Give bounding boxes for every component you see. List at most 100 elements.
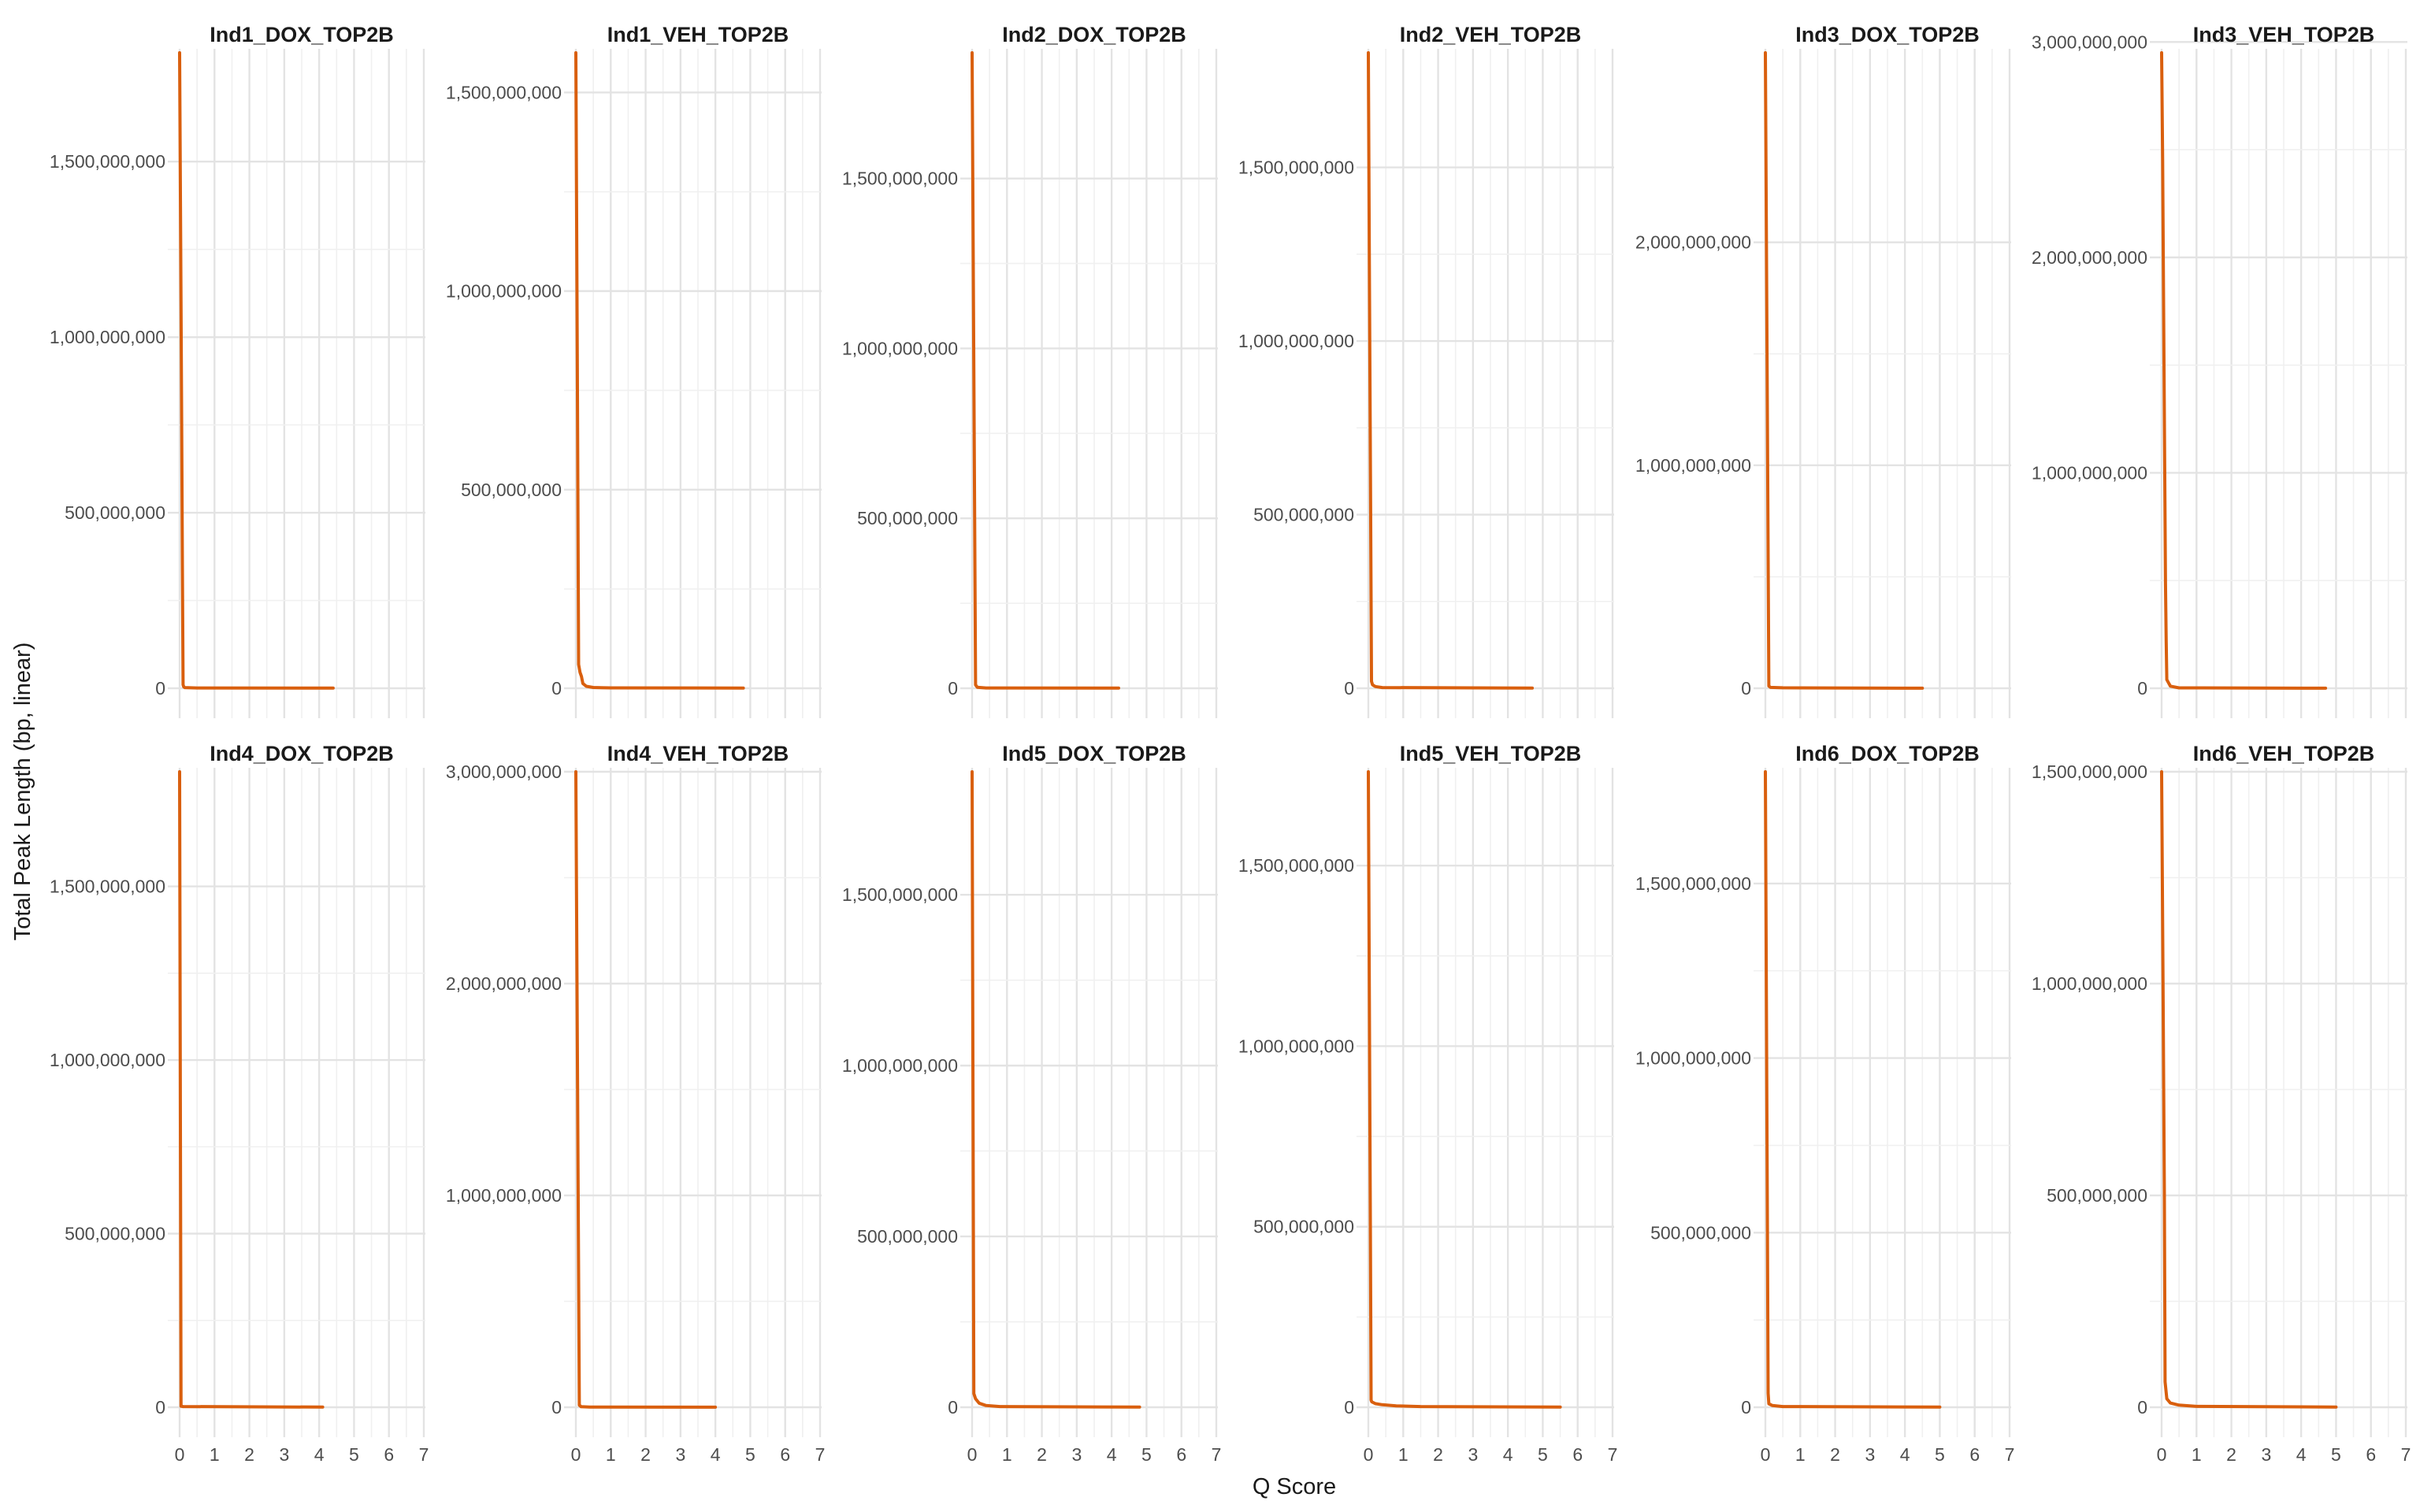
- y-tick-label: 0: [1741, 678, 1751, 699]
- facet-panel: 0 500,000,000 1,000,000,000 1,500,000,000 In…: [50, 23, 425, 718]
- y-tick-label: 0: [2137, 1397, 2147, 1418]
- series-line: [574, 51, 745, 690]
- facet-title: Ind5_VEH_TOP2B: [1400, 742, 1582, 765]
- facet-panel: 0 1,000,000,000 2,000,000,000 3,000,000,000…: [446, 742, 825, 1465]
- x-tick-label: 7: [1608, 1444, 1618, 1465]
- series-line: [1764, 770, 1942, 1409]
- y-tick-label: 0: [1344, 1397, 1354, 1418]
- x-tick-label: 3: [675, 1444, 685, 1465]
- y-tick-label: 500,000,000: [857, 508, 958, 528]
- x-tick-label: 5: [745, 1444, 755, 1465]
- x-tick-label: 0: [2157, 1444, 2167, 1465]
- x-tick-label: 5: [2331, 1444, 2341, 1465]
- x-tick-label: 2: [1433, 1444, 1443, 1465]
- x-tick-label: 7: [1212, 1444, 1222, 1465]
- y-tick-label: 1,000,000,000: [1635, 455, 1751, 476]
- facet-title: Ind6_DOX_TOP2B: [1795, 742, 1980, 765]
- x-tick-label: 4: [711, 1444, 721, 1465]
- facet-panel: 0 1,000,000,000 2,000,000,000 3,000,000,000…: [2032, 23, 2407, 718]
- x-tick-label: 4: [2296, 1444, 2307, 1465]
- x-tick-label: 2: [1037, 1444, 1047, 1465]
- y-axis-title: Total Peak Length (bp, linear): [10, 643, 35, 941]
- facet-panel: 0 500,000,000 1,000,000,000 1,500,000,000 In…: [446, 23, 822, 718]
- facet-title: Ind4_VEH_TOP2B: [607, 742, 789, 765]
- x-tick-label: 6: [1572, 1444, 1583, 1465]
- x-tick-label: 2: [2226, 1444, 2236, 1465]
- x-tick-label: 0: [571, 1444, 581, 1465]
- y-tick-label: 1,000,000,000: [50, 327, 165, 347]
- y-tick-label: 500,000,000: [1253, 1217, 1354, 1237]
- y-tick-label: 1,000,000,000: [2032, 462, 2147, 483]
- x-tick-label: 3: [1865, 1444, 1875, 1465]
- y-tick-label: 1,000,000,000: [446, 281, 562, 302]
- y-tick-label: 1,500,000,000: [1238, 855, 1354, 876]
- y-tick-label: 0: [551, 678, 562, 699]
- x-tick-label: 0: [1364, 1444, 1374, 1465]
- y-tick-label: 1,500,000,000: [446, 82, 562, 102]
- x-tick-label: 3: [279, 1444, 289, 1465]
- y-tick-label: 1,000,000,000: [1238, 1036, 1354, 1056]
- x-tick-label: 2: [1830, 1444, 1840, 1465]
- y-tick-label: 0: [1741, 1397, 1751, 1418]
- facet-title: Ind2_DOX_TOP2B: [1002, 23, 1186, 46]
- x-tick-label: 1: [210, 1444, 220, 1465]
- y-tick-label: 3,000,000,000: [2032, 32, 2147, 52]
- y-tick-label: 2,000,000,000: [446, 973, 562, 994]
- y-tick-label: 2,000,000,000: [2032, 247, 2147, 268]
- x-tick-label: 7: [815, 1444, 826, 1465]
- x-tick-label: 7: [2401, 1444, 2411, 1465]
- x-tick-label: 3: [2261, 1444, 2271, 1465]
- x-tick-label: 0: [967, 1444, 978, 1465]
- y-tick-label: 0: [551, 1397, 562, 1418]
- y-tick-label: 1,000,000,000: [1635, 1048, 1751, 1069]
- facet-panel: 0 500,000,000 1,000,000,000 1,500,000,000 0 1…: [50, 742, 429, 1465]
- y-tick-label: 500,000,000: [2047, 1185, 2147, 1206]
- y-tick-label: 0: [155, 1397, 165, 1418]
- series-line: [1367, 770, 1562, 1409]
- x-axis-title: Q Score: [1253, 1474, 1336, 1499]
- x-tick-label: 4: [1503, 1444, 1513, 1465]
- y-tick-label: 500,000,000: [461, 480, 562, 500]
- facet-title: Ind5_DOX_TOP2B: [1002, 742, 1186, 765]
- x-tick-label: 5: [1141, 1444, 1152, 1465]
- x-tick-label: 4: [1900, 1444, 1910, 1465]
- x-tick-label: 1: [2192, 1444, 2202, 1465]
- y-tick-label: 1,500,000,000: [50, 151, 165, 172]
- y-tick-label: 1,500,000,000: [842, 884, 958, 905]
- y-tick-label: 0: [1344, 678, 1354, 699]
- y-tick-label: 0: [948, 1397, 958, 1418]
- x-tick-label: 7: [419, 1444, 429, 1465]
- series-line: [1764, 51, 1924, 690]
- series-line: [1367, 51, 1535, 690]
- y-tick-label: 500,000,000: [65, 502, 165, 523]
- y-tick-label: 500,000,000: [857, 1226, 958, 1247]
- facet-panel: 0 500,000,000 1,000,000,000 1,500,000,000 In…: [1238, 23, 1614, 718]
- series-line: [574, 770, 718, 1409]
- series-line: [971, 770, 1141, 1409]
- x-tick-label: 2: [244, 1444, 254, 1465]
- facet-title: Ind4_DOX_TOP2B: [210, 742, 394, 765]
- y-tick-label: 500,000,000: [1650, 1222, 1751, 1243]
- facet-title: Ind1_VEH_TOP2B: [607, 23, 789, 46]
- y-tick-label: 1,500,000,000: [1238, 158, 1354, 178]
- facet-panel: 0 500,000,000 1,000,000,000 1,500,000,000 0 1…: [1238, 742, 1617, 1465]
- x-tick-label: 3: [1468, 1444, 1478, 1465]
- y-tick-label: 1,000,000,000: [842, 338, 958, 358]
- y-tick-label: 1,000,000,000: [2032, 973, 2147, 994]
- facet-panel: 0 1,000,000,000 2,000,000,000 Ind3_DOX_TOP2…: [1635, 23, 2011, 718]
- x-tick-label: 1: [606, 1444, 616, 1465]
- series-line: [2160, 770, 2338, 1409]
- x-tick-label: 6: [1969, 1444, 1980, 1465]
- y-tick-label: 1,500,000,000: [842, 169, 958, 189]
- x-tick-label: 3: [1071, 1444, 1082, 1465]
- y-tick-label: 2,000,000,000: [1635, 232, 1751, 253]
- y-tick-label: 0: [948, 678, 958, 699]
- y-tick-label: 1,500,000,000: [50, 876, 165, 897]
- facet-title: Ind1_DOX_TOP2B: [210, 23, 394, 46]
- y-tick-label: 1,500,000,000: [1635, 873, 1751, 894]
- x-tick-label: 0: [1761, 1444, 1771, 1465]
- facet-panel: 0 500,000,000 1,000,000,000 1,500,000,000 0 1…: [2032, 742, 2411, 1465]
- x-tick-label: 0: [175, 1444, 185, 1465]
- x-tick-label: 5: [349, 1444, 359, 1465]
